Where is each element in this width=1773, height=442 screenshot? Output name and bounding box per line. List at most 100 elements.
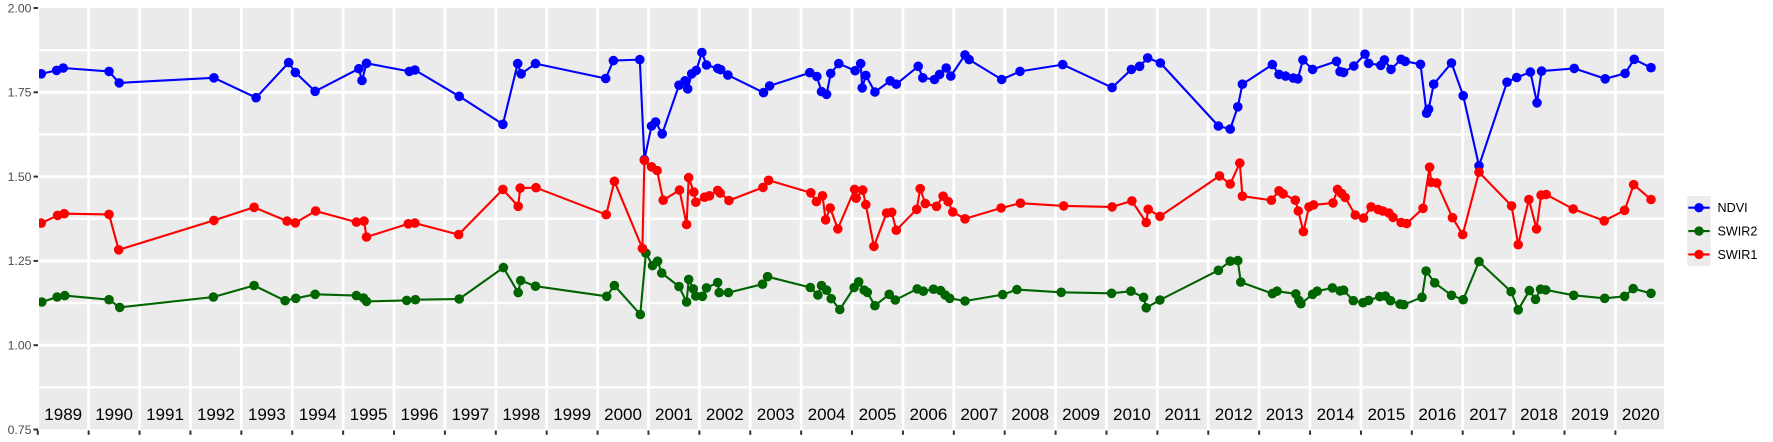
data-point-swir1 [869,241,879,252]
data-point-ndvi [1338,67,1349,78]
data-point-ndvi [697,47,707,58]
data-point-swir1 [691,197,701,207]
data-point-swir1 [59,208,69,219]
data-point-swir1 [915,183,925,194]
data-point-ndvi [354,63,364,74]
data-point-swir1 [1328,198,1338,208]
x-tick-label: 2009 [1062,405,1100,424]
data-point-swir1 [351,217,362,227]
data-point-swir2 [1646,288,1656,299]
data-point-ndvi [996,74,1007,85]
x-tick-label: 2000 [604,405,642,424]
data-point-swir1 [637,243,648,254]
data-point-swir1 [704,191,715,201]
data-point-ndvi [934,69,945,80]
x-tick-label: 2020 [1622,405,1660,424]
x-tick-label: 2018 [1520,405,1558,424]
data-point-swir2 [1599,293,1610,304]
data-point-swir2 [410,294,421,305]
data-point-ndvi [1646,62,1656,73]
x-tick-label: 1994 [299,405,337,424]
x-tick-label: 1992 [197,405,235,424]
data-point-swir2 [697,291,708,302]
data-point-swir2 [1236,277,1246,287]
x-tick-label: 2002 [706,405,744,424]
data-point-swir1 [943,196,953,207]
data-point-swir1 [1432,178,1442,188]
data-point-swir1 [1401,218,1412,229]
data-point-swir1 [857,185,868,195]
data-point-swir2 [1141,303,1151,313]
data-point-swir2 [1012,284,1022,295]
data-point-ndvi [1400,56,1410,67]
data-point-swir1 [1424,162,1435,172]
data-point-swir2 [997,289,1008,300]
data-point-ndvi [1107,82,1117,93]
data-point-swir1 [1418,203,1428,214]
x-tick-label: 2019 [1571,405,1609,424]
data-point-swir2 [1540,285,1551,295]
data-point-swir2 [1417,292,1427,303]
data-point-ndvi [1525,67,1536,77]
data-point-swir1 [249,202,259,213]
data-point-swir1 [513,201,523,212]
data-point-ndvi [1569,63,1579,74]
data-point-ndvi [1267,59,1278,70]
data-point-ndvi [913,61,923,72]
data-point-swir1 [1155,211,1165,222]
data-point-swir2 [1513,305,1523,315]
data-point-ndvi [530,58,541,69]
data-point-ndvi [608,55,619,66]
data-point-swir1 [931,201,942,212]
data-point-swir2 [723,287,734,298]
data-point-swir2 [1106,288,1117,299]
data-point-swir2 [674,281,684,292]
data-point-swir1 [1619,205,1630,216]
data-point-swir1 [1350,210,1361,220]
x-tick-label: 1995 [350,405,388,424]
x-tick-label: 1990 [95,405,133,424]
data-point-ndvi [657,129,667,139]
data-point-ndvi [39,69,47,79]
data-point-swir1 [1127,196,1137,206]
data-point-swir2 [1312,286,1322,297]
data-point-ndvi [1379,55,1390,65]
data-point-swir1 [1541,189,1551,200]
legend-label-swir1: SWIR1 [1718,248,1758,262]
data-point-swir2 [1272,286,1282,297]
data-point-swir2 [1524,285,1535,296]
data-point-swir1 [681,219,692,230]
data-point-ndvi [600,73,611,84]
data-point-swir1 [1513,239,1523,250]
data-point-swir1 [920,198,931,209]
data-point-swir2 [60,290,70,301]
data-point-swir2 [1506,286,1516,297]
data-point-ndvi [691,65,702,76]
data-point-ndvi [891,79,902,89]
data-point-swir2 [114,302,125,313]
x-tick-label: 2007 [960,405,998,424]
data-point-swir2 [1619,291,1630,302]
data-point-ndvi [805,67,815,78]
data-point-swir2 [813,290,823,300]
data-point-ndvi [454,91,465,102]
data-point-ndvi [1423,104,1434,114]
data-point-swir2 [757,279,768,290]
data-point-ndvi [964,54,974,65]
data-point-ndvi [209,73,219,83]
data-point-swir2 [249,280,259,291]
data-point-ndvi [1600,74,1610,84]
y-tick-label: 1.00 [8,339,32,353]
data-point-ndvi [1015,66,1025,77]
data-point-swir1 [1531,224,1542,234]
data-point-swir2 [609,280,620,291]
data-point-swir2 [918,286,929,297]
data-point-swir1 [911,204,922,215]
data-point-swir2 [884,289,894,300]
data-point-swir2 [862,287,873,298]
data-point-ndvi [1331,56,1342,67]
data-point-swir1 [1474,167,1484,177]
data-point-swir1 [658,195,668,205]
data-point-swir1 [758,182,768,193]
